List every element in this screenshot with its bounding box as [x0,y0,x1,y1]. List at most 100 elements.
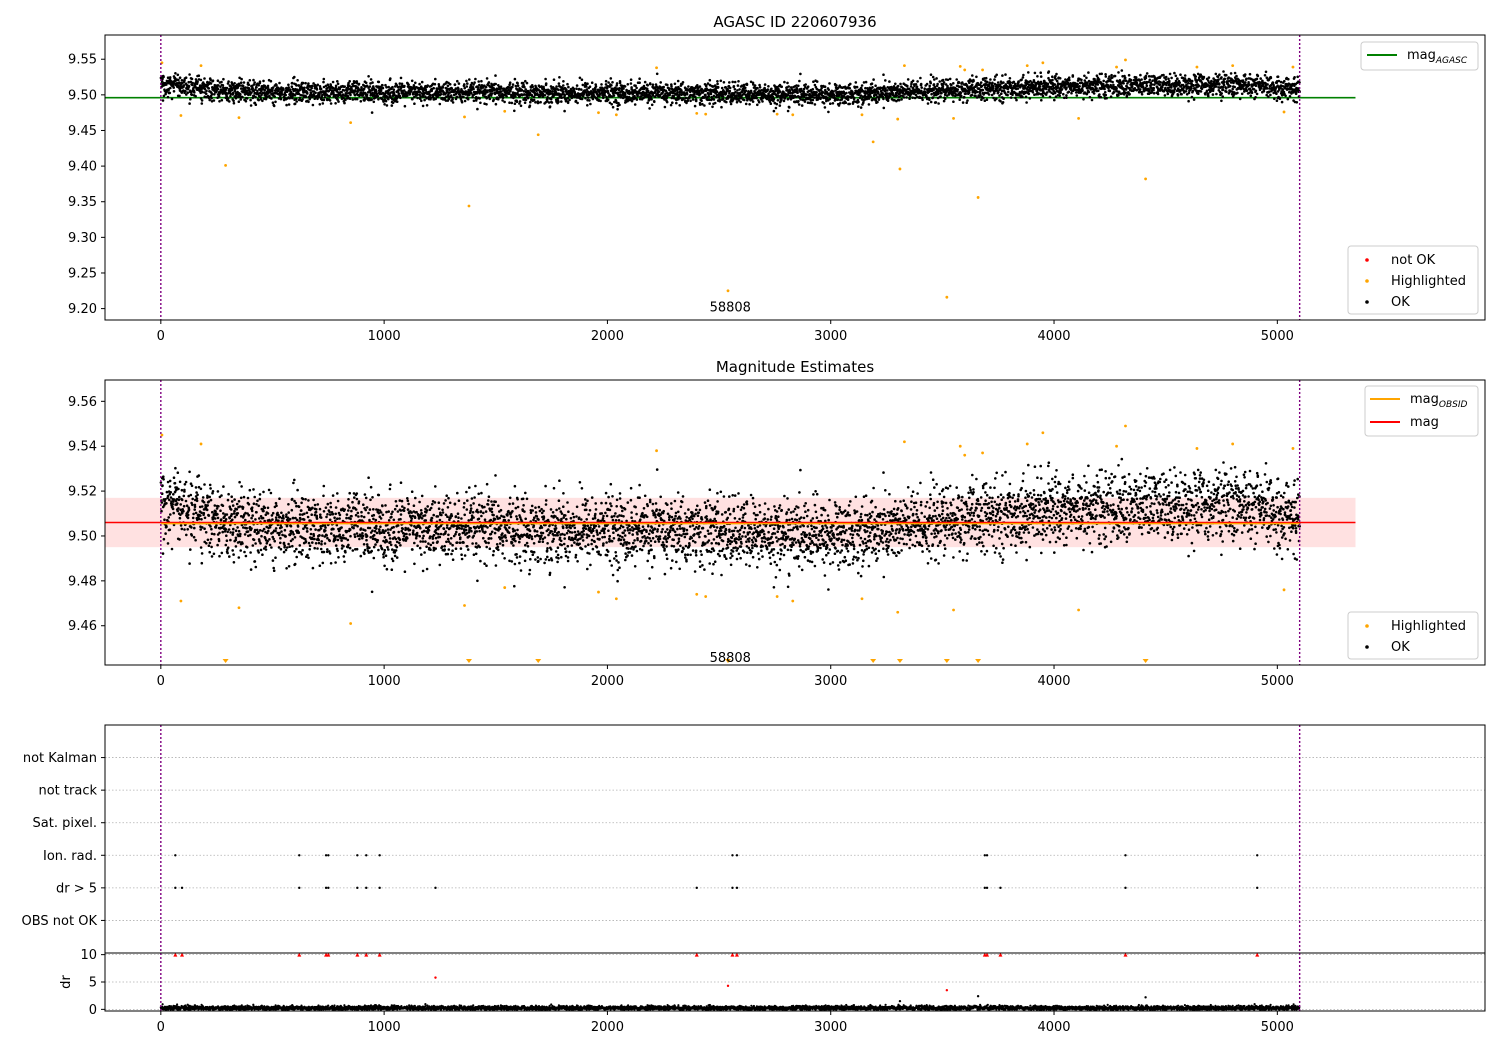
ok-point [1244,81,1247,84]
ok-point [707,95,711,98]
ok-point [776,99,780,102]
ok-point [1007,90,1010,94]
ok-point [307,100,310,104]
ok-point [657,90,661,93]
ok-point [377,98,380,101]
ok-point [169,86,172,90]
ok-point [271,101,275,104]
ok-point [392,88,396,91]
ok-point [1129,78,1133,82]
ok-point [389,77,392,80]
ok-point [193,91,196,94]
ok-point [803,100,807,103]
ok-point [1040,98,1043,102]
ok-point [216,87,220,91]
ok-point [708,102,711,105]
ok-point [623,93,627,96]
ok-point [1158,83,1162,87]
ok-point [336,82,340,86]
ok-point [952,82,955,85]
ok-point [511,85,514,89]
ok-point [650,103,654,107]
ok-point [712,98,716,101]
ok-point [287,83,290,87]
ok-point [1022,73,1025,77]
ok-point [1229,72,1233,75]
ok-point [716,82,719,86]
ok-point [317,95,321,99]
ok-point [549,97,553,101]
ok-point [740,96,743,99]
ok-point [882,97,885,101]
ok-point [271,89,274,93]
ok-point [721,95,725,98]
ok-point [827,88,830,92]
ok-point [655,72,659,76]
ok-point [189,97,192,101]
ok-point [513,109,516,113]
ok-point [239,98,242,101]
ok-point [488,97,492,101]
ok-point [381,86,385,90]
ok-point [797,100,800,103]
ok-point [797,103,801,106]
ok-point [357,82,361,86]
ok-point [1164,75,1168,79]
ok-point [755,96,758,100]
ok-point [1222,70,1225,73]
ok-point [618,81,622,85]
ok-point [336,88,339,91]
ok-point [1217,82,1221,85]
ok-point [367,75,370,78]
ok-point [1269,93,1272,97]
ok-point [1042,89,1045,93]
ok-point [1070,91,1073,95]
ok-point [212,99,216,102]
ok-point [1130,84,1134,88]
ok-point [556,97,560,100]
ok-point [708,78,712,82]
ok-point [217,84,220,87]
ok-point [985,80,989,84]
ok-point [1243,73,1247,76]
ok-point [348,97,352,100]
ok-point [293,94,297,97]
ok-point [513,77,517,81]
ok-point [547,101,551,104]
ok-point [1019,86,1022,89]
ok-point [329,102,333,105]
ok-point [905,96,908,99]
ok-point [321,102,325,105]
ok-point [1117,71,1120,74]
ok-point [172,90,176,93]
ok-point [297,84,301,87]
ok-point [566,82,569,86]
ok-point [567,85,570,89]
ok-point [845,91,848,95]
ok-point [751,100,755,103]
ok-point [985,98,989,101]
ok-point [1254,84,1258,87]
ok-point [1190,79,1194,83]
ok-point [651,83,655,86]
ok-point [198,84,202,87]
ok-point [832,90,835,93]
ok-point [415,93,419,96]
ok-point [472,99,476,103]
ok-point [473,81,476,84]
ok-point [588,99,591,102]
ok-point [615,82,619,85]
ok-point [748,103,751,106]
ok-point [460,100,464,104]
ok-point [446,84,450,88]
ok-point [177,78,180,82]
ok-point [217,95,221,98]
ok-point [562,80,565,83]
ok-point [557,100,560,104]
ok-point [728,89,732,93]
ok-point [663,105,667,109]
ok-point [828,97,832,101]
ok-point [1170,76,1173,80]
ok-point [911,79,915,83]
ok-point [684,96,688,100]
